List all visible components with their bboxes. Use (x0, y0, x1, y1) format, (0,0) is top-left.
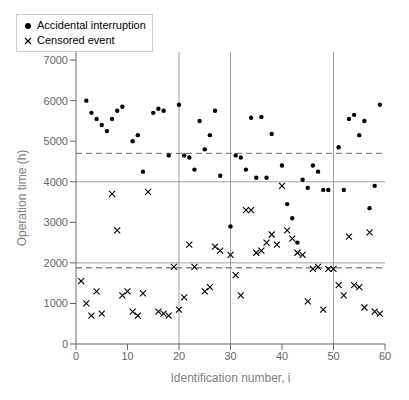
svg-text:60: 60 (379, 350, 391, 362)
svg-text:Operation time (h): Operation time (h) (15, 150, 29, 247)
svg-text:30: 30 (224, 350, 236, 362)
html-text:Censored event: Censored event (37, 34, 115, 46)
svg-text:5000: 5000 (44, 135, 68, 147)
svg-text:7000: 7000 (44, 54, 68, 66)
svg-text:40: 40 (276, 350, 288, 362)
svg-text:50: 50 (327, 350, 339, 362)
svg-text:0: 0 (73, 350, 79, 362)
svg-text:Identification number, i: Identification number, i (170, 371, 290, 385)
svg-text:2000: 2000 (44, 257, 68, 269)
svg-text:4000: 4000 (44, 176, 68, 188)
svg-text:20: 20 (173, 350, 185, 362)
html-text:Accidental interruption: Accidental interruption (37, 19, 146, 31)
svg-text:10: 10 (121, 350, 133, 362)
svg-text:1000: 1000 (44, 297, 68, 309)
svg-text:3000: 3000 (44, 216, 68, 228)
svg-text:6000: 6000 (44, 95, 68, 107)
svg-text:0: 0 (62, 338, 68, 350)
